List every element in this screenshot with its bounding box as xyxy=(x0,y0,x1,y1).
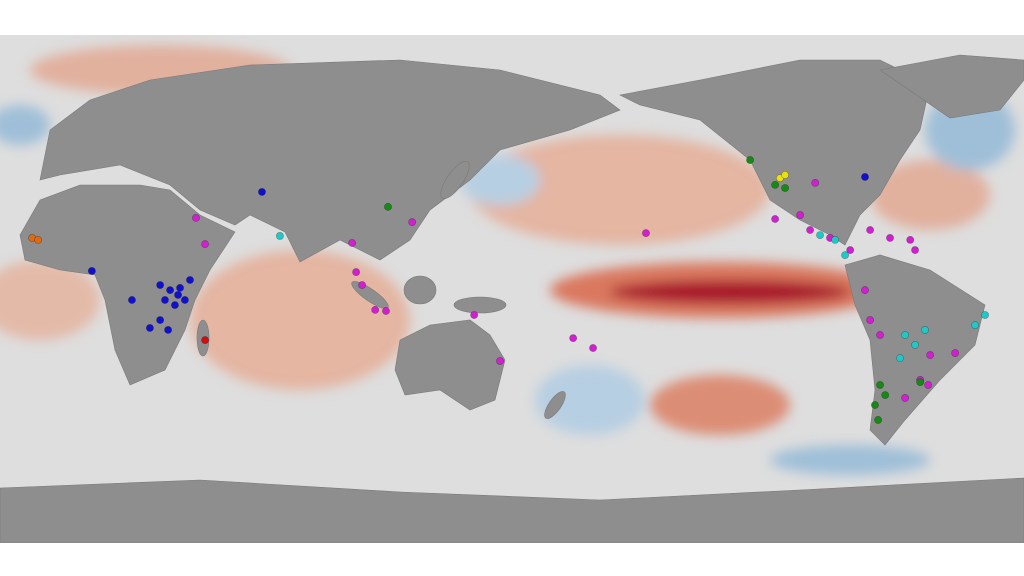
site-marker xyxy=(201,240,209,249)
warm-anomaly xyxy=(610,280,850,304)
site-marker xyxy=(176,283,184,292)
japan xyxy=(440,161,470,199)
site-marker xyxy=(164,326,173,334)
borneo xyxy=(403,275,437,305)
site-marker xyxy=(746,156,754,164)
africa xyxy=(19,184,236,386)
new-guinea xyxy=(453,296,507,314)
site-marker xyxy=(589,344,597,352)
site-marker xyxy=(924,381,933,389)
warm-anomaly xyxy=(870,160,990,230)
site-marker xyxy=(171,301,179,309)
site-marker xyxy=(34,235,43,244)
site-marker xyxy=(156,281,165,289)
site-marker xyxy=(951,349,960,357)
site-marker xyxy=(384,202,392,211)
site-marker xyxy=(275,232,284,240)
site-marker xyxy=(348,239,357,247)
site-marker xyxy=(180,296,189,304)
site-marker xyxy=(781,171,789,179)
site-marker xyxy=(771,180,780,189)
land-layer xyxy=(0,54,1024,543)
site-marker xyxy=(896,354,904,363)
site-marker xyxy=(876,331,884,339)
site-marker xyxy=(886,234,894,242)
site-marker xyxy=(192,213,200,222)
site-marker xyxy=(881,391,890,400)
cool-anomaly xyxy=(0,105,50,145)
site-marker xyxy=(866,316,875,324)
australia xyxy=(394,319,506,411)
cool-anomaly xyxy=(535,365,645,435)
site-marker xyxy=(906,235,915,244)
site-marker xyxy=(841,251,849,260)
site-marker xyxy=(806,226,814,234)
site-marker xyxy=(871,401,879,409)
warm-anomaly xyxy=(190,250,410,390)
site-marker xyxy=(861,286,869,295)
south-america xyxy=(844,254,986,446)
north-america xyxy=(619,59,931,246)
site-marker xyxy=(569,334,578,343)
site-marker xyxy=(971,321,979,330)
antarctica xyxy=(0,477,1024,543)
site-marker xyxy=(781,184,789,192)
warm-anomaly xyxy=(650,375,790,435)
site-marker xyxy=(358,281,366,289)
new-zealand xyxy=(544,391,566,419)
cool-anomaly xyxy=(770,445,930,475)
site-marker xyxy=(796,211,805,219)
site-marker xyxy=(156,316,165,324)
site-marker xyxy=(981,311,989,319)
site-marker xyxy=(901,394,910,402)
site-marker xyxy=(831,235,840,244)
warm-anomaly xyxy=(0,260,100,340)
site-marker xyxy=(811,178,820,187)
site-marker xyxy=(846,246,855,254)
site-marker xyxy=(408,218,417,227)
site-marker xyxy=(470,311,479,319)
site-marker xyxy=(866,226,875,234)
site-marker xyxy=(128,296,136,304)
site-marker xyxy=(258,188,266,196)
site-marker xyxy=(911,246,919,254)
site-marker xyxy=(901,331,910,339)
site-marker xyxy=(166,286,174,295)
site-marker xyxy=(174,291,182,299)
site-marker xyxy=(352,268,361,276)
site-marker xyxy=(146,324,154,332)
site-marker xyxy=(861,173,869,181)
site-marker xyxy=(186,276,194,284)
site-marker xyxy=(496,357,504,365)
site-marker xyxy=(201,336,209,344)
site-marker xyxy=(911,340,919,349)
site-markers xyxy=(28,156,989,424)
warm-anomaly xyxy=(470,135,770,245)
eurasia xyxy=(39,59,621,263)
site-marker xyxy=(382,307,390,315)
site-marker xyxy=(874,416,882,424)
greenland xyxy=(879,54,1024,119)
site-marker xyxy=(816,231,824,239)
site-marker xyxy=(161,296,169,304)
site-marker xyxy=(642,229,650,238)
site-marker xyxy=(771,215,780,223)
site-marker xyxy=(921,326,929,334)
site-marker xyxy=(371,305,380,314)
site-marker xyxy=(876,381,884,389)
site-marker xyxy=(916,378,925,387)
site-marker xyxy=(87,267,96,275)
site-marker xyxy=(926,351,935,359)
